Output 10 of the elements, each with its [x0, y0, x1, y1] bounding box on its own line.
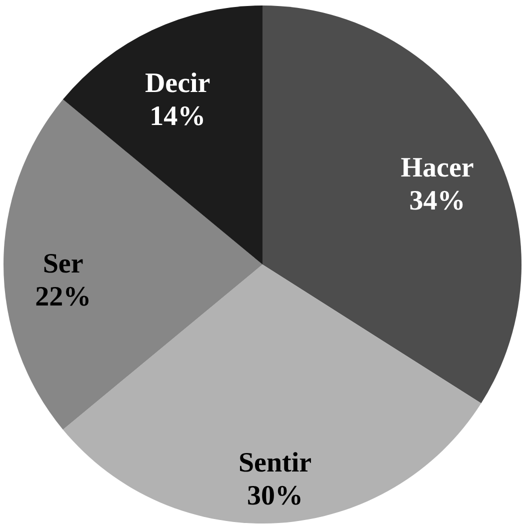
pie-slice — [4, 99, 262, 430]
slice-label: Sentir — [238, 448, 312, 479]
slice-label: Hacer — [400, 152, 474, 184]
slice-label: Decir — [144, 68, 210, 100]
data-label: 14% — [150, 101, 206, 132]
data-label: 30% — [247, 480, 304, 512]
data-label: 34% — [409, 185, 466, 216]
data-label: 22% — [35, 282, 92, 312]
slice-label: Ser — [42, 248, 84, 280]
pie-slice — [262, 6, 521, 404]
